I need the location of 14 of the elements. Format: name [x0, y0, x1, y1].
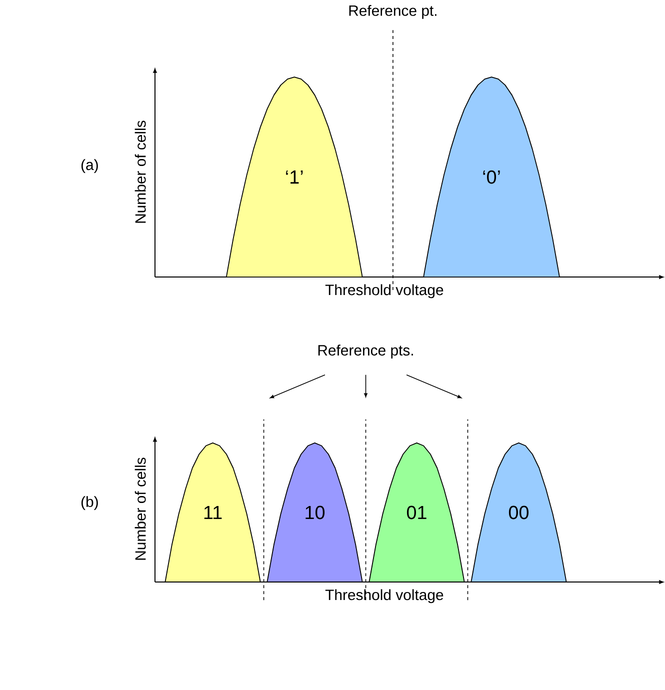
y-axis-title: Number of cells — [134, 458, 146, 560]
annotation: 01 — [406, 506, 426, 520]
text: Reference pts. — [318, 344, 413, 359]
annotation: 00 — [508, 506, 528, 520]
text: (b) — [81, 496, 98, 510]
text: Reference pt. — [349, 4, 436, 19]
text: (a) — [81, 159, 98, 174]
annotation: 11 — [204, 506, 222, 520]
x-axis-title: Threshold voltage — [325, 284, 443, 298]
annotation: ‘0’ — [483, 170, 500, 184]
x-axis-title: Threshold voltage — [325, 589, 443, 604]
annotation: 10 — [305, 506, 324, 520]
y-axis-title: Number of cells — [134, 120, 146, 223]
annotation: ‘1’ — [286, 170, 302, 184]
